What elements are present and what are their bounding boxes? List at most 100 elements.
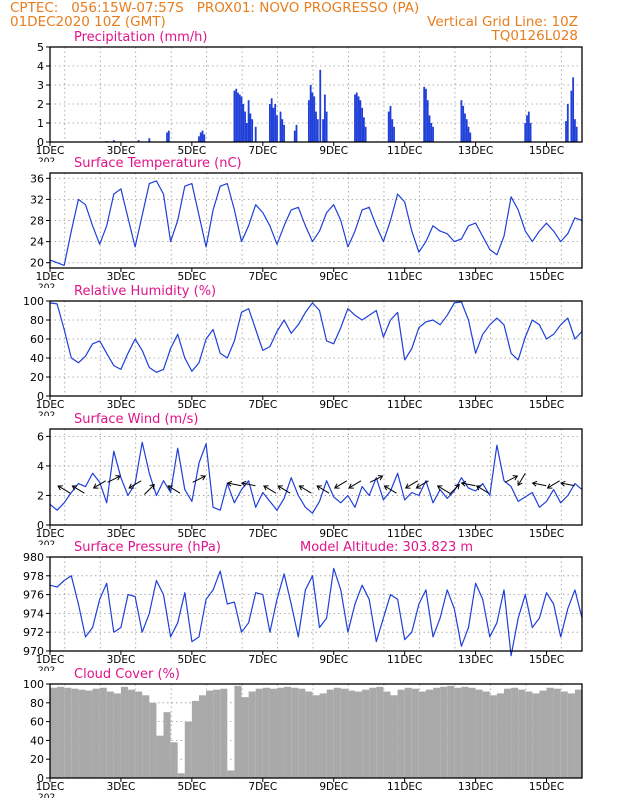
x-tick-label: 7DEC <box>248 145 277 157</box>
cloud-cover-bar <box>71 688 79 778</box>
precip-bar <box>308 100 310 142</box>
y-tick-label: 20 <box>30 753 44 766</box>
y-tick-label: 6 <box>37 430 44 443</box>
cloud-cover-bar <box>567 693 575 778</box>
precip-bar <box>148 138 151 142</box>
x-tick-label: 15DEC <box>529 654 564 666</box>
x-tick-label: 1DEC <box>36 781 65 793</box>
wind-arrow-head <box>71 485 78 491</box>
wind-arrow-shaft <box>547 480 560 489</box>
precip-bar <box>575 126 578 142</box>
page-header: CPTEC: 056:15W-07:57S PROX01: NOVO PROGR… <box>0 0 618 50</box>
cloud-cover-bar <box>255 688 263 778</box>
precip-bar <box>529 123 532 142</box>
wind-arrow-shaft <box>476 485 489 494</box>
precip-bar <box>166 132 168 142</box>
wind-arrow-head <box>512 475 519 481</box>
cloud-cover-bar <box>369 687 377 778</box>
x-tick-label: 5DEC <box>177 399 206 411</box>
x-tick-label: 7DEC <box>248 781 277 793</box>
cloud-cover-bar <box>418 691 426 778</box>
y-tick-label: 1 <box>37 117 44 130</box>
temp-panel: Surface Temperature (nC) 20 24 28 32 36 1DEC 3D… <box>30 156 583 293</box>
cloud-cover-bar <box>269 688 277 778</box>
wind-arrow <box>531 480 547 487</box>
y-tick-label: 3 <box>37 79 44 92</box>
precip-bar <box>361 107 364 142</box>
y-tick-label: 40 <box>30 352 44 365</box>
cloud-panel: Cloud Cover (%) 0 20 40 60 80 100 1DEC 3DEC 5DEC 7… <box>23 667 583 800</box>
wind-arrow <box>415 480 429 489</box>
run-time-line: 01DEC2020 10Z (GMT) <box>10 14 166 30</box>
cloud-cover-bar <box>532 693 540 778</box>
y-tick-label: 980 <box>23 551 44 564</box>
wind-series-line <box>49 441 583 514</box>
wind-arrow-head <box>460 480 467 487</box>
cloud-cover-bar <box>425 689 434 778</box>
precip-bar <box>242 104 245 142</box>
precip-bar <box>137 140 140 142</box>
wind-arrow <box>560 480 575 487</box>
wind-arrow-head <box>226 480 233 487</box>
precip-bar <box>270 98 273 142</box>
x-tick-label: 7DEC <box>248 654 277 666</box>
year-stub: 202 <box>38 666 55 676</box>
precip-bar <box>199 132 202 142</box>
x-tick-label: 11DEC <box>387 781 422 793</box>
precip-bar <box>309 85 312 142</box>
precip-bar <box>526 115 528 142</box>
wind-arrow <box>334 480 348 489</box>
precip-bar <box>240 96 243 142</box>
wind-arrow-shaft <box>227 482 242 487</box>
cloud-cover-bar <box>113 693 121 778</box>
cloud-cover-bar <box>404 687 412 778</box>
x-tick-label: 3DEC <box>107 528 136 540</box>
cloud-cover-bar <box>170 742 178 778</box>
cloud-cover-bar <box>454 687 462 778</box>
cloud-cover-bar <box>574 689 582 778</box>
cloud-cover-bar <box>120 686 129 778</box>
cloud-cover-bar <box>191 700 199 778</box>
x-tick-label: 11DEC <box>387 145 422 157</box>
wind-arrow <box>128 480 142 489</box>
wind-arrow <box>504 475 519 483</box>
precip-bar <box>387 111 390 142</box>
cloud-cover-bar <box>525 691 533 778</box>
cloud-cover-bar <box>355 691 363 778</box>
wind-arrow-shaft <box>369 475 383 483</box>
wind-arrow <box>107 475 121 483</box>
cloud-cover-bar <box>177 773 185 778</box>
cloud-cover-bar <box>326 689 334 778</box>
precip-bar <box>201 130 204 142</box>
precip-bar <box>467 126 470 142</box>
wind-arrow-head <box>115 475 121 481</box>
cloud-cover-bar <box>213 689 221 778</box>
precip-bar <box>432 126 434 142</box>
y-tick-label: 5 <box>37 41 44 54</box>
cloud-cover-bar <box>184 721 192 778</box>
x-tick-label: 9DEC <box>319 781 348 793</box>
precip-bar <box>281 119 284 142</box>
wind-arrow-head <box>316 485 322 491</box>
x-tick-label: 1DEC <box>36 145 65 157</box>
y-tick-label: 60 <box>30 716 44 729</box>
precip-bar <box>315 111 317 142</box>
x-tick-label: 3DEC <box>107 145 136 157</box>
wind-arrow-shaft <box>517 472 526 486</box>
precip-bar <box>293 130 296 142</box>
x-tick-label: 9DEC <box>319 145 348 157</box>
wind-arrow-head <box>531 480 538 487</box>
cloud-cover-bar <box>376 686 384 778</box>
precip-bar <box>247 100 250 142</box>
x-tick-label: 9DEC <box>319 399 348 411</box>
cloud-cover-bar <box>362 689 370 778</box>
cloud-cover-bar <box>163 712 171 778</box>
cloud-cover-bar <box>234 685 242 778</box>
precip-bar <box>276 115 278 142</box>
wind-arrow-head <box>560 480 566 487</box>
cloud-frame <box>49 683 583 779</box>
y-tick-label: 80 <box>30 697 44 710</box>
wind-arrow-head <box>348 483 354 489</box>
x-tick-label: 1DEC <box>36 654 65 666</box>
precip-bar <box>198 136 200 142</box>
